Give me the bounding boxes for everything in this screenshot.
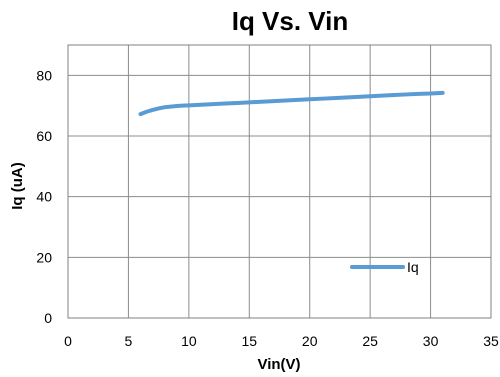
- x-tick-label: 30: [423, 333, 439, 349]
- x-tick-label: 35: [483, 333, 499, 349]
- y-tick-label: 0: [44, 310, 52, 326]
- x-tick-label: 0: [64, 333, 72, 349]
- x-tick-label: 10: [181, 333, 197, 349]
- y-tick-label: 60: [36, 128, 52, 144]
- legend-label-iq: Iq: [407, 259, 419, 275]
- plot-area-frame: [67, 44, 492, 319]
- x-tick-label: 25: [362, 333, 378, 349]
- x-axis-ticks: 0 5 10 15 20 25 30 35: [64, 333, 499, 349]
- series-layer: [138, 90, 445, 117]
- x-tick-label: 15: [241, 333, 257, 349]
- chart-title: Iq Vs. Vin: [232, 6, 349, 36]
- x-axis-label: Vin(V): [257, 356, 300, 373]
- series-line-iq: [138, 90, 445, 117]
- y-axis-label: Iq (uA): [9, 162, 26, 209]
- y-tick-label: 80: [36, 67, 52, 83]
- y-axis-ticks: 0 20 40 60 80: [36, 67, 52, 326]
- x-tick-label: 20: [302, 333, 318, 349]
- x-tick-label: 5: [125, 333, 133, 349]
- legend: Iq: [350, 259, 419, 275]
- grid: [67, 45, 492, 319]
- y-tick-label: 20: [36, 249, 52, 265]
- y-tick-label: 40: [36, 189, 52, 205]
